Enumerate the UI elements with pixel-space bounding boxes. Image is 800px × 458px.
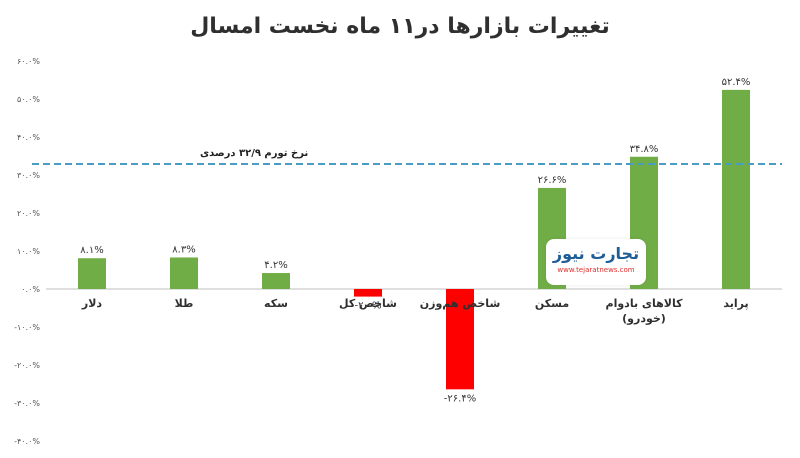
bar bbox=[170, 257, 198, 289]
y-tick-label: ۵۰.۰% bbox=[17, 95, 40, 104]
bar bbox=[262, 273, 290, 289]
inflation-reference-label: نرخ تورم ۳۲/۹ درصدی bbox=[200, 148, 308, 159]
y-tick-label: -۴۰.۰% bbox=[14, 437, 40, 446]
category-label: کالاهای بادوام (خودرو) bbox=[606, 297, 684, 325]
bar bbox=[354, 289, 382, 297]
data-label: -۲.۰% bbox=[354, 301, 381, 312]
watermark-logo: تجارت نیوز www.tejaratnews.com bbox=[546, 239, 646, 285]
bar bbox=[446, 289, 474, 390]
y-tick-label: -۱۰.۰% bbox=[14, 323, 40, 332]
category-label: سکه bbox=[264, 297, 288, 310]
y-tick-label: ۶۰.۰% bbox=[17, 57, 40, 66]
data-label: ۵۲.۴% bbox=[722, 77, 751, 88]
category-label: پراید bbox=[723, 297, 748, 310]
y-tick-label: ۳۰.۰% bbox=[17, 171, 40, 180]
category-label: شاخص کل bbox=[339, 297, 397, 310]
data-label: ۳۴.۸% bbox=[630, 144, 659, 155]
data-label: ۸.۳% bbox=[172, 244, 195, 255]
logo-text: تجارت نیوز bbox=[552, 244, 640, 263]
y-tick-label: -۳۰.۰% bbox=[14, 399, 40, 408]
category-label: دلار bbox=[81, 297, 103, 310]
logo-url: www.tejaratnews.com bbox=[557, 266, 635, 274]
category-label: شاخص هم‌وزن bbox=[420, 297, 501, 310]
data-label: ۴.۲% bbox=[264, 260, 287, 271]
bar bbox=[78, 258, 106, 289]
y-tick-label: -۲۰.۰% bbox=[14, 361, 40, 370]
chart-title: تغییرات بازارها در۱۱ ماه نخست امسال bbox=[190, 14, 610, 39]
data-label: ۸.۱% bbox=[80, 245, 103, 256]
category-label: مسکن bbox=[535, 297, 569, 310]
y-tick-label: ۰.۰% bbox=[21, 285, 40, 294]
y-tick-label: ۲۰.۰% bbox=[17, 209, 40, 218]
y-tick-label: ۴۰.۰% bbox=[17, 133, 40, 142]
data-label: ۲۶.۶% bbox=[538, 175, 567, 186]
bar bbox=[722, 89, 750, 289]
data-label: -۲۶.۴% bbox=[444, 393, 476, 404]
y-tick-label: ۱۰.۰% bbox=[17, 247, 40, 256]
category-label: طلا bbox=[175, 297, 194, 310]
